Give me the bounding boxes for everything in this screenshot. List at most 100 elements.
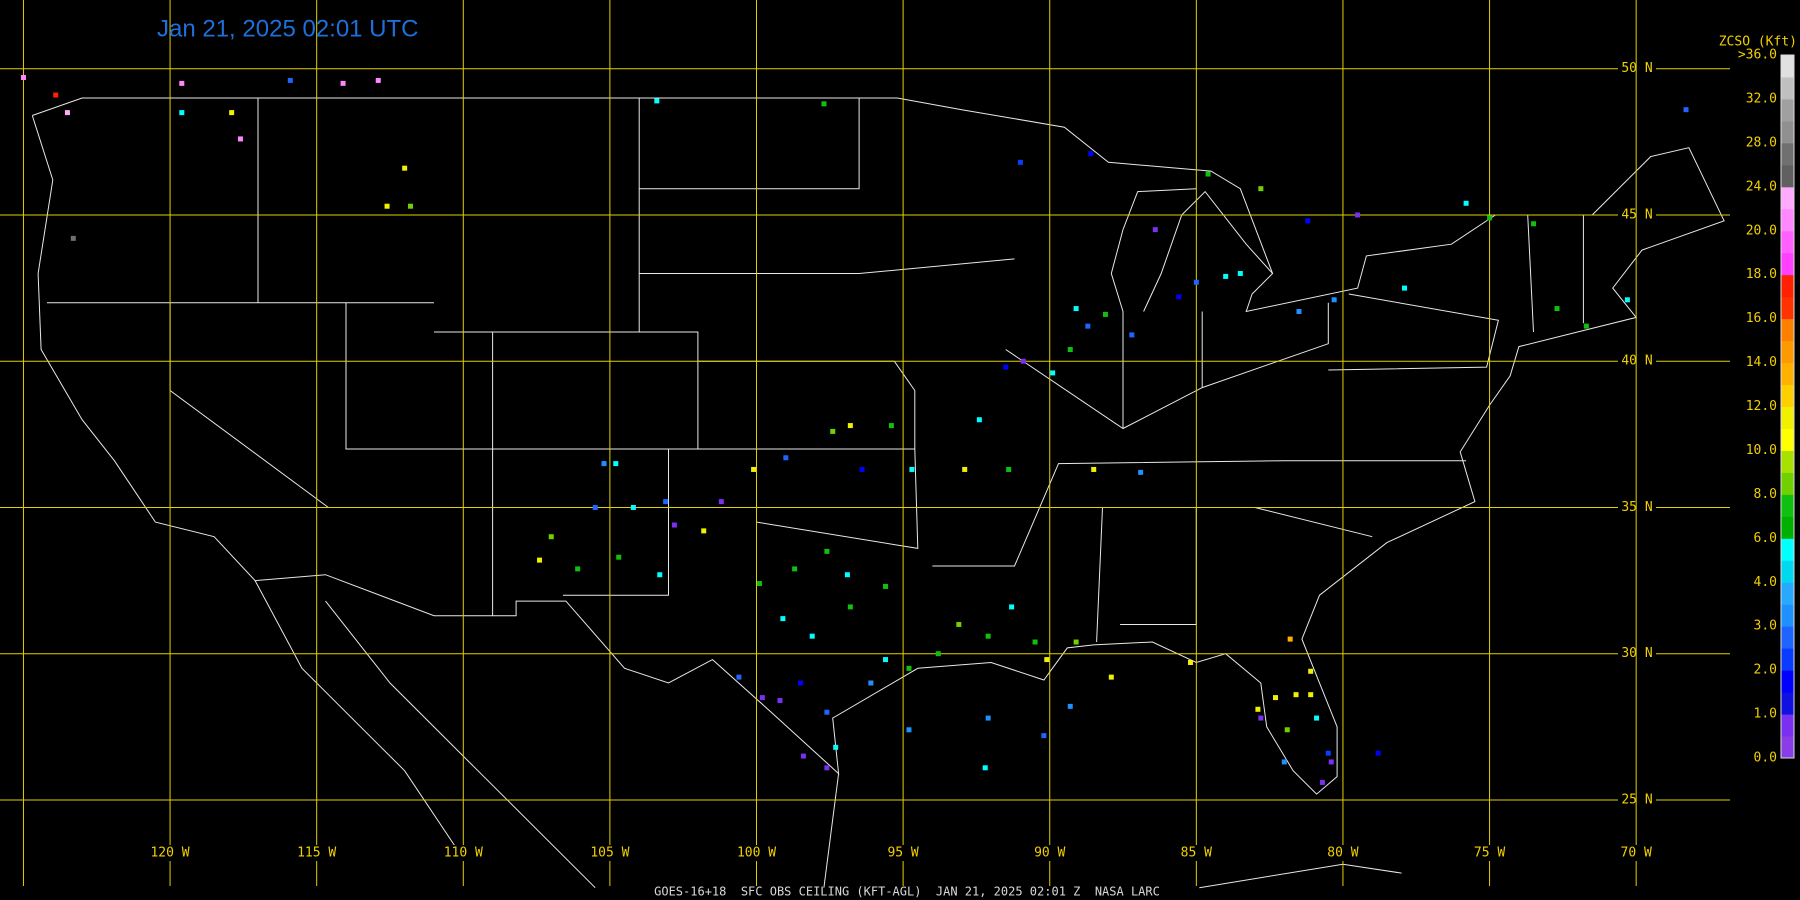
station-observation: [797, 680, 803, 686]
legend-swatch: [1781, 692, 1794, 715]
legend-swatch: [1781, 450, 1794, 473]
station-observation: [1319, 779, 1325, 785]
latitude-label: 30 N: [1621, 646, 1652, 661]
station-observation: [1138, 469, 1144, 475]
station-observation: [1355, 212, 1361, 218]
station-observation: [1223, 273, 1229, 279]
station-observation: [1308, 668, 1314, 674]
boundary: [254, 580, 464, 859]
station-observation: [756, 581, 762, 587]
station-observation: [792, 566, 798, 572]
legend-swatch: [1781, 648, 1794, 671]
station-observation: [654, 98, 660, 104]
station-observation: [935, 651, 941, 657]
legend-label: 18.0: [1746, 267, 1777, 282]
station-observation: [237, 136, 243, 142]
label-background: [1618, 791, 1656, 808]
legend-swatch: [1781, 208, 1794, 232]
station-observation: [1583, 323, 1589, 329]
legend-label: 20.0: [1746, 223, 1777, 238]
station-observation: [1293, 692, 1299, 698]
station-observation: [1091, 466, 1097, 472]
station-observation: [1328, 759, 1334, 765]
longitude-label: 75 W: [1474, 846, 1505, 861]
station-observation: [1020, 358, 1026, 364]
legend-swatch: [1781, 604, 1794, 627]
station-observation: [844, 572, 850, 578]
station-observation: [53, 92, 59, 98]
legend-label: 4.0: [1754, 575, 1777, 590]
longitude-label: 120 W: [150, 846, 189, 861]
station-observation: [909, 466, 915, 472]
title: Jan 21, 2025 02:01 UTC: [157, 15, 419, 42]
station-observation: [985, 715, 991, 721]
legend-swatch: [1781, 55, 1794, 78]
station-observation: [402, 165, 408, 171]
station-observation: [1284, 727, 1290, 733]
station-observation: [883, 583, 889, 589]
station-observation: [976, 417, 982, 423]
station-observation: [340, 80, 346, 86]
boundary: [639, 258, 1015, 274]
station-observation: [384, 203, 390, 209]
station-observation: [982, 765, 988, 771]
legend-label: 3.0: [1754, 619, 1777, 634]
station-observation: [833, 744, 839, 750]
legend-swatch: [1781, 186, 1794, 210]
station-observation: [1683, 107, 1689, 113]
longitude-label: 115 W: [297, 846, 336, 861]
station-observation: [1067, 703, 1073, 709]
legend-swatch: [1781, 98, 1794, 122]
station-observation: [1531, 221, 1537, 227]
station-observation: [1314, 715, 1320, 721]
station-observation: [883, 657, 889, 663]
station-observation: [1032, 639, 1038, 645]
station-observation: [824, 709, 830, 715]
legend-swatch: [1781, 406, 1794, 429]
station-observation: [616, 554, 622, 560]
station-observation: [1237, 270, 1243, 276]
station-observation: [759, 695, 765, 701]
legend-swatch: [1781, 736, 1794, 759]
label-background: [1618, 60, 1656, 77]
station-observation: [985, 633, 991, 639]
station-observation: [548, 534, 554, 540]
station-observation: [630, 504, 636, 510]
legend-swatch: [1781, 560, 1794, 583]
legend-label: 16.0: [1746, 311, 1777, 326]
station-observation: [1152, 227, 1158, 233]
legend-label: 32.0: [1746, 91, 1777, 106]
boundary: [31, 97, 1725, 795]
station-observation: [592, 504, 598, 510]
graticule: 50 N 45 N 40 N 35 N 30 N 25 N 120 W 115 W 110 W 1…: [0, 0, 1730, 886]
label-background: [1618, 499, 1656, 516]
station-observation: [1463, 200, 1469, 206]
label-background: [1463, 845, 1516, 861]
station-observation: [868, 680, 874, 686]
station-observation: [20, 75, 26, 81]
legend-label: 12.0: [1746, 399, 1777, 414]
station-observation: [70, 235, 76, 241]
label-background: [437, 845, 490, 861]
legend-swatch: [1781, 142, 1794, 166]
legend-label: >36.0: [1738, 48, 1777, 63]
station-observation: [64, 110, 70, 116]
station-observation: [671, 522, 677, 528]
station-observation: [1193, 279, 1199, 285]
longitude-label: 85 W: [1181, 846, 1212, 861]
station-observation: [1041, 733, 1047, 739]
longitude-label: 90 W: [1034, 846, 1065, 861]
station-observation: [575, 566, 581, 572]
boundary: [325, 600, 596, 889]
legend-label: 1.0: [1754, 707, 1777, 722]
legend-label: 28.0: [1746, 135, 1777, 150]
legend-swatch: [1781, 164, 1794, 188]
station-observation: [956, 621, 962, 627]
label-background: [1316, 845, 1369, 861]
legend-title: ZCSO (Kft): [1719, 35, 1797, 50]
station-observation: [1129, 332, 1135, 338]
station-observation: [1108, 674, 1114, 680]
legend-swatch: [1781, 582, 1794, 605]
